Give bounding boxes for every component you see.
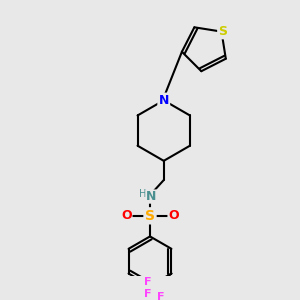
Text: O: O: [168, 209, 179, 222]
Text: S: S: [145, 209, 155, 223]
Text: F: F: [144, 277, 152, 287]
Text: H: H: [140, 189, 147, 199]
Text: N: N: [159, 94, 169, 107]
Text: O: O: [121, 209, 132, 222]
Text: S: S: [218, 25, 227, 38]
Text: F: F: [157, 292, 164, 300]
Text: N: N: [146, 190, 157, 203]
Text: F: F: [144, 289, 152, 299]
